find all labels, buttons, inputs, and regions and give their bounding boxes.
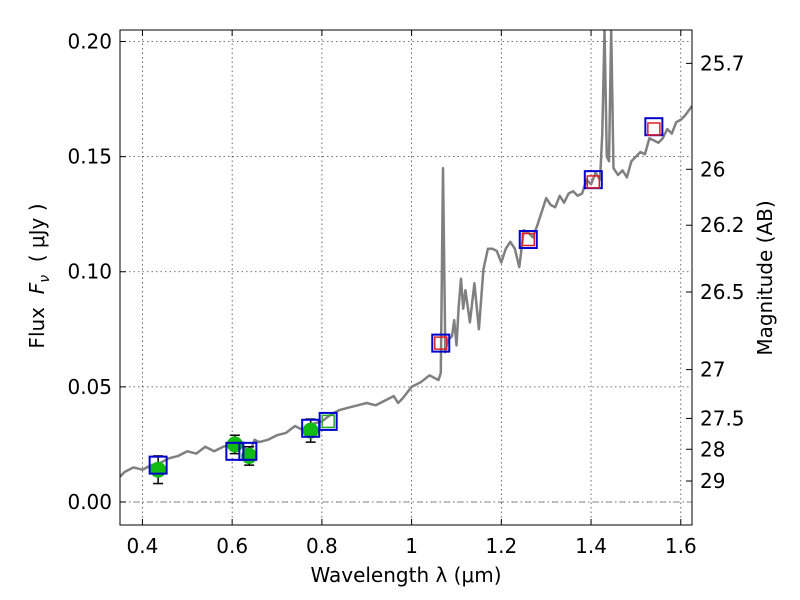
data-point: [150, 461, 167, 478]
y-axis-label-prefix: Flux: [25, 294, 49, 348]
y2-tick-label: 29: [700, 469, 725, 493]
data-point: [148, 455, 168, 475]
data-point: [431, 333, 451, 353]
data-point: [434, 336, 448, 350]
y2-tick-label: 26: [700, 157, 725, 181]
data-point: [225, 441, 245, 461]
grid: [120, 30, 692, 525]
data-point: [238, 441, 258, 461]
y-tick-label: 0.10: [67, 260, 112, 284]
y2-tick-label: 25.7: [700, 51, 745, 75]
data-point: [318, 411, 338, 431]
y2-tick-label: 27.5: [700, 406, 745, 430]
data-point: [518, 230, 538, 250]
y-axis-label-suffix: ( μJy ): [25, 203, 49, 275]
y-axis-label-subscript: ν: [37, 275, 53, 283]
y2-tick-label: 28: [700, 437, 725, 461]
data-point: [586, 175, 601, 189]
y-tick-label: 0.05: [67, 375, 112, 399]
axis-ticks: 0.4 0.6 0.8 1 1.2 1.4 1.6 0.00 0.05 0.10 0.15 0.20 2…: [67, 30, 744, 558]
y-axis-label-symbol: F: [25, 282, 49, 294]
data-point: [321, 414, 335, 429]
y2-tick-label: 27: [700, 358, 725, 382]
x-tick-label: 0.8: [306, 534, 338, 558]
x-axis-label: Wavelength λ (μm): [310, 563, 501, 587]
x-tick-label: 1.6: [665, 534, 697, 558]
y2-tick-label: 26.5: [700, 280, 745, 304]
x-tick-label: 1: [405, 534, 418, 558]
plot-frame: [119, 29, 693, 526]
y-tick-label: 0.20: [67, 30, 112, 54]
y2-tick-label: 26.2: [700, 213, 745, 237]
data-point: [647, 122, 661, 136]
x-tick-label: 0.4: [127, 534, 159, 558]
y2-axis-label: Magnitude (AB): [753, 200, 777, 355]
data-point: [521, 232, 536, 247]
y-axis-label: Flux Fν ( μJy ): [25, 203, 53, 348]
x-tick-label: 1.2: [485, 534, 517, 558]
y-tick-label: 0.00: [67, 490, 112, 514]
x-tick-label: 1.4: [575, 534, 607, 558]
spectrum-line: [120, 30, 692, 478]
plot-series: [120, 30, 692, 485]
x-tick-label: 0.6: [216, 534, 248, 558]
y-tick-label: 0.15: [67, 145, 112, 169]
